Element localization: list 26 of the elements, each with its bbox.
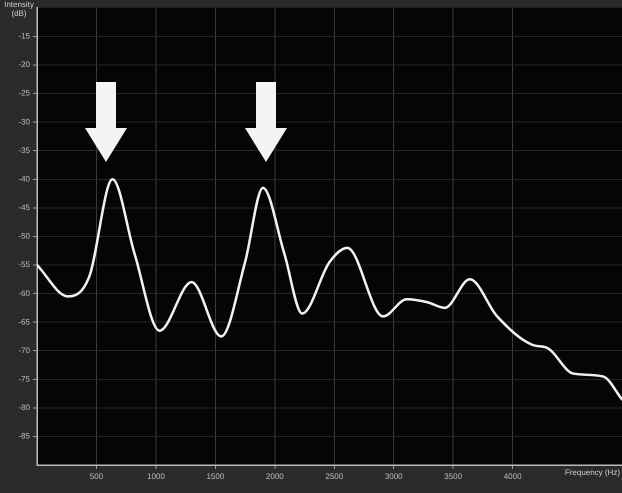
y-tick-label: -75	[18, 374, 31, 384]
x-tick-label: 500	[90, 472, 104, 482]
y-tick-label: -85	[18, 432, 31, 441]
y-tick-label: -80	[18, 403, 31, 412]
y-tick-label: -45	[18, 203, 31, 212]
y-tick-label: -50	[18, 232, 31, 241]
y-axis-title: Intensity (dB)	[4, 0, 34, 18]
y-tick-label: -40	[18, 174, 31, 184]
y-tick-label: -60	[18, 288, 31, 298]
y-tick-label: -70	[18, 346, 31, 355]
x-tick-label: 2500	[325, 472, 344, 482]
x-tick-label: 1500	[206, 472, 225, 482]
line-series	[37, 178, 622, 401]
y-tick-label: -20	[18, 60, 31, 70]
x-tick-label: 4000	[504, 472, 522, 482]
y-tick-label: -30	[18, 117, 31, 126]
y-tick-label: -65	[18, 317, 31, 326]
x-tick-label: 3000	[384, 472, 404, 482]
x-tick-label: 3500	[444, 472, 463, 482]
y-tick-label: -25	[18, 88, 31, 98]
x-tick-label: 2000	[266, 472, 284, 482]
y-tick-label: -15	[18, 32, 31, 41]
y-tick-label: -35	[18, 146, 31, 155]
x-axis-title: Frequency (Hz)	[564, 468, 620, 478]
x-tick-label: 1000	[147, 472, 166, 482]
y-tick-label: -55	[18, 260, 31, 270]
